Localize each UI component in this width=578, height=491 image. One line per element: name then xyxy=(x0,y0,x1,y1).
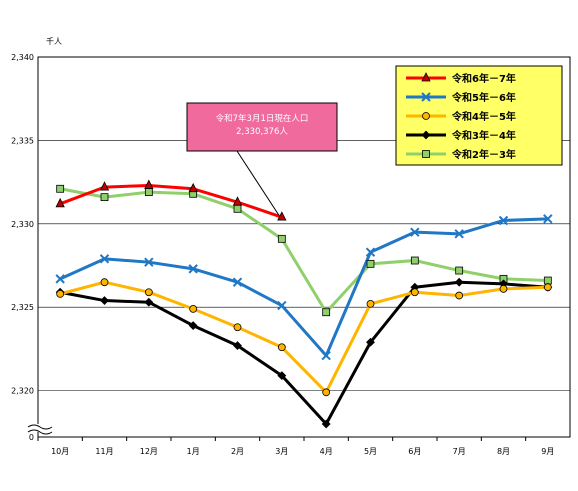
axis-break-icon xyxy=(27,424,53,435)
x-tick-label: 3月 xyxy=(275,447,288,456)
data-point-marker xyxy=(56,184,65,193)
x-tick-label: 2月 xyxy=(231,447,244,456)
y-tick-label: 0 xyxy=(29,433,34,442)
data-point-marker xyxy=(144,179,154,189)
series-line xyxy=(59,280,548,394)
data-point-marker xyxy=(100,296,109,305)
legend-entry: 令和6年－7年 xyxy=(406,72,516,85)
data-point-marker xyxy=(455,291,464,300)
data-point-marker xyxy=(543,214,553,224)
data-point-marker xyxy=(56,289,65,298)
legend-label: 令和3年－4年 xyxy=(451,129,516,142)
data-point-marker xyxy=(277,343,286,352)
data-point-marker xyxy=(277,371,287,381)
x-tick-label: 11月 xyxy=(95,447,113,456)
legend-label: 令和2年－3年 xyxy=(451,148,516,161)
annotation-callout: 令和7年3月1日現在人口 2,330,376人 xyxy=(186,102,338,216)
x-tick-label: 12月 xyxy=(140,447,158,456)
series-line xyxy=(59,187,548,314)
legend-marker-icon xyxy=(421,72,431,82)
x-tick-label: 8月 xyxy=(497,447,510,456)
legend-label: 令和6年－7年 xyxy=(451,72,516,85)
legend-entry: 令和4年－5年 xyxy=(406,110,516,123)
data-point-marker xyxy=(455,266,464,275)
data-point-marker xyxy=(100,193,109,202)
data-point-marker xyxy=(100,278,109,287)
legend-entry: 令和5年－6年 xyxy=(406,91,516,104)
legend-entry: 令和3年－4年 xyxy=(406,129,516,142)
x-axis-tick-labels: 10月 11月 12月 1月 2月 3月 4月 5月 6月 7月 8月 9月 xyxy=(51,447,554,456)
data-point-marker xyxy=(365,247,376,257)
x-tick-label: 6月 xyxy=(408,447,421,456)
y-tick-label: 2,335 xyxy=(11,136,34,145)
data-point-marker xyxy=(366,259,375,268)
x-tick-label: 1月 xyxy=(187,447,200,456)
callout-box xyxy=(186,102,338,152)
data-point-marker xyxy=(188,182,198,193)
data-point-marker xyxy=(277,211,287,221)
series-line xyxy=(59,183,283,219)
legend-marker-icon xyxy=(422,150,430,158)
data-point-marker xyxy=(144,188,153,197)
data-point-marker xyxy=(277,234,286,243)
data-point-marker xyxy=(321,350,331,361)
data-point-marker xyxy=(366,337,375,347)
data-point-marker xyxy=(188,321,198,331)
data-point-marker xyxy=(232,277,243,287)
legend-entry: 令和2年－3年 xyxy=(406,148,516,161)
data-point-marker xyxy=(410,288,419,297)
data-point-marker xyxy=(233,204,242,213)
data-point-marker xyxy=(188,264,198,274)
data-point-marker xyxy=(144,257,154,267)
y-tick-label: 2,340 xyxy=(11,53,34,62)
y-tick-label: 2,330 xyxy=(11,220,34,229)
data-point-marker xyxy=(321,419,331,429)
data-point-marker xyxy=(498,215,509,226)
data-point-marker xyxy=(189,304,198,313)
x-tick-label: 9月 xyxy=(541,447,554,456)
data-point-marker xyxy=(543,283,552,292)
callout-line-1: 令和7年3月1日現在人口 xyxy=(216,113,309,124)
x-tick-label: 7月 xyxy=(453,447,466,456)
data-point-marker xyxy=(233,341,242,351)
callout-leader-line xyxy=(236,150,280,216)
data-point-marker xyxy=(99,254,110,264)
x-tick-label: 5月 xyxy=(364,447,377,456)
y-tick-label: 2,320 xyxy=(11,387,34,396)
data-point-marker xyxy=(144,297,154,307)
data-point-marker xyxy=(55,197,65,208)
legend-marker-icon xyxy=(421,92,431,102)
legend-label: 令和4年－5年 xyxy=(451,110,516,123)
data-point-marker xyxy=(232,196,243,206)
legend-marker-icon xyxy=(421,130,431,140)
data-point-marker xyxy=(410,227,420,237)
data-point-marker xyxy=(322,388,331,397)
data-point-marker xyxy=(410,256,419,265)
legend-label: 令和5年－6年 xyxy=(451,91,516,104)
y-axis-tick-labels: 2,340 2,335 2,330 2,325 2,320 0 xyxy=(11,53,34,442)
data-point-marker xyxy=(454,229,464,239)
x-axis-tick-marks xyxy=(37,437,527,441)
data-point-marker xyxy=(499,284,508,293)
series-line xyxy=(59,280,548,426)
series-lines xyxy=(59,183,548,426)
y-tick-label: 2,325 xyxy=(11,303,34,312)
x-tick-label: 10月 xyxy=(51,447,69,456)
series-markers xyxy=(55,179,553,429)
callout-line-2: 2,330,376人 xyxy=(236,127,288,137)
data-point-marker xyxy=(144,288,153,297)
data-point-marker xyxy=(233,323,242,332)
data-point-marker xyxy=(99,181,110,191)
data-point-marker xyxy=(322,308,331,317)
series-line xyxy=(59,217,548,358)
data-point-marker xyxy=(277,300,287,311)
x-tick-label: 4月 xyxy=(320,447,333,456)
data-point-marker xyxy=(366,299,375,308)
data-point-marker xyxy=(454,277,464,287)
y-axis-unit-label: 千人 xyxy=(46,36,62,46)
legend-marker-icon xyxy=(422,112,430,120)
data-point-marker xyxy=(55,274,65,284)
